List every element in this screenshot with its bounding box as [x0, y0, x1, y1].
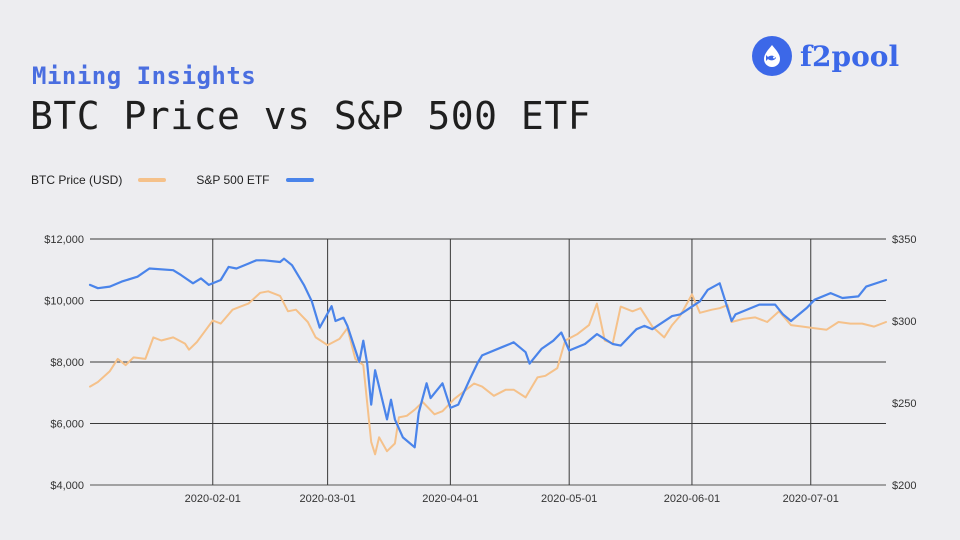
legend-item-spy: S&P 500 ETF	[196, 173, 314, 187]
y-right-tick-label: $300	[892, 316, 916, 328]
y-left-tick-label: $8,000	[50, 357, 84, 369]
legend-swatch-btc	[138, 178, 167, 182]
page-subtitle: Mining Insights	[32, 62, 257, 90]
y-left-tick-label: $10,000	[44, 296, 84, 308]
y-right-tick-label: $200	[892, 480, 916, 492]
y-right-tick-label: $250	[892, 398, 916, 410]
legend-label-btc: BTC Price (USD)	[31, 173, 123, 187]
x-tick-label: 2020-07-01	[783, 493, 839, 505]
brand-logo: f2pool	[752, 36, 899, 76]
y-left-tick-label: $12,000	[44, 234, 84, 246]
legend-item-btc: BTC Price (USD)	[31, 173, 167, 187]
brand-name: f2pool	[800, 39, 900, 73]
x-tick-label: 2020-05-01	[541, 493, 597, 505]
fish-icon	[752, 36, 792, 76]
legend-label-spy: S&P 500 ETF	[196, 173, 270, 187]
x-tick-label: 2020-06-01	[664, 493, 720, 505]
chart-legend: BTC Price (USD) S&P 500 ETF	[31, 173, 344, 187]
y-left-tick-label: $4,000	[50, 480, 84, 492]
page-title: BTC Price vs S&P 500 ETF	[30, 94, 592, 138]
x-tick-label: 2020-03-01	[299, 493, 355, 505]
x-tick-label: 2020-04-01	[422, 493, 478, 505]
legend-swatch-spy	[285, 178, 314, 182]
series-line-btc	[89, 290, 887, 456]
y-right-tick-label: $350	[892, 234, 916, 246]
x-tick-label: 2020-02-01	[185, 493, 241, 505]
series-line-spy	[88, 257, 888, 449]
y-left-tick-label: $6,000	[50, 419, 84, 431]
